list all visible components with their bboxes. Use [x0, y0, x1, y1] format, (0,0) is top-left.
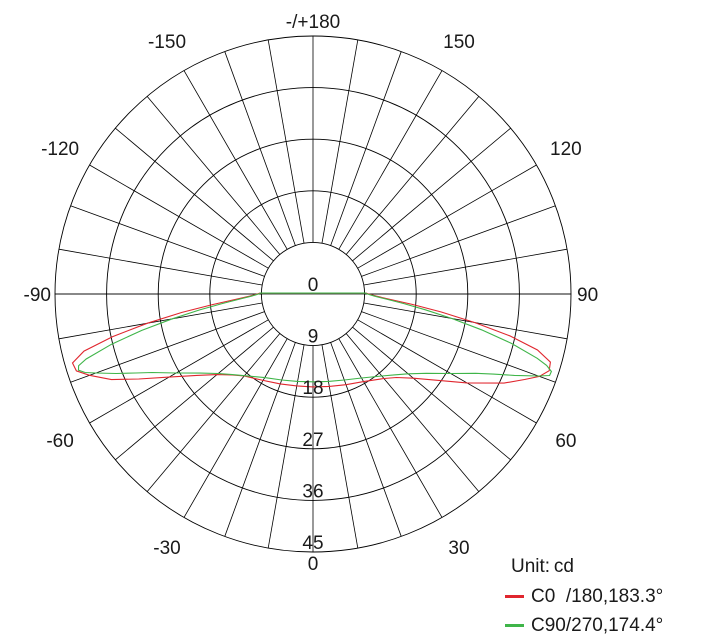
radial-tick-label-18: 18: [302, 378, 323, 399]
radial-tick-label-9: 9: [308, 327, 319, 348]
ring-5: [54, 35, 572, 553]
unit-value: cd: [553, 556, 574, 577]
legend-label-c0: C0 /180,183.3°: [531, 586, 664, 607]
angle-tick-label-8: -60: [46, 431, 73, 452]
angle-tick-label-2: -150: [148, 32, 186, 53]
angle-tick-label-4: -120: [41, 139, 79, 160]
series-curve-1: [77, 292, 553, 383]
legend-swatch-c0: [505, 595, 524, 598]
ring-2: [209, 190, 417, 398]
angle-tick-label-7: 60: [555, 431, 576, 452]
angle-tick-label-6: -90: [24, 285, 51, 306]
unit-label: Unit: cd: [505, 552, 663, 582]
legend-entry-c90: C90/270,174.4°: [505, 611, 663, 640]
legend-entry-c0: C0 /180,183.3°: [505, 582, 663, 611]
legend: Unit: cd C0 /180,183.3° C90/270,174.4°: [505, 552, 663, 640]
radial-tick-label-27: 27: [302, 430, 323, 451]
unit-prefix: Unit:: [511, 556, 551, 577]
ring-3: [157, 138, 469, 450]
labels-layer: -/+180 150 -150 120 -120 90 -90 60 -60 30 -30 0 0 9 18…: [24, 12, 599, 575]
angle-tick-label-9: 30: [448, 538, 469, 559]
angle-tick-label-10: -30: [153, 538, 180, 559]
angle-tick-label-5: 90: [577, 285, 598, 306]
radial-tick-label-36: 36: [302, 481, 323, 502]
legend-swatch-c90: [505, 624, 524, 627]
radial-tick-label-0: 0: [308, 275, 319, 296]
ring-1: [260, 241, 366, 347]
ring-4: [106, 87, 520, 501]
angle-tick-label-3: 120: [550, 139, 582, 160]
curves-layer: [71, 292, 553, 388]
angle-tick-label-11: 0: [308, 554, 319, 575]
legend-label-c90: C90/270,174.4°: [531, 615, 664, 636]
polar-grid: [54, 35, 572, 553]
angle-tick-label-0: -/+180: [286, 12, 340, 33]
angle-tick-label-1: 150: [443, 32, 475, 53]
radial-tick-label-45: 45: [302, 533, 323, 554]
